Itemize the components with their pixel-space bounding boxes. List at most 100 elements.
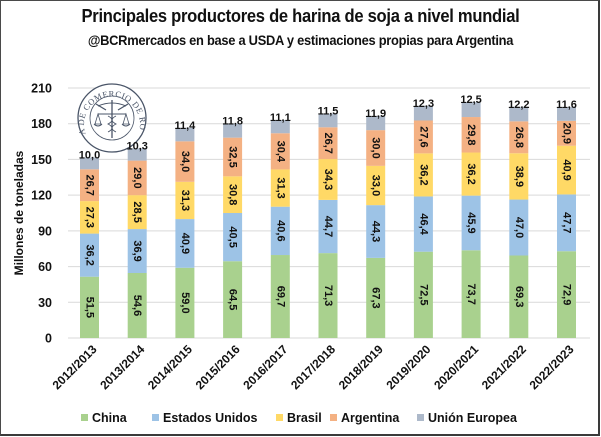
- bar-stack: 69,3 47,0 38,9 26,8 12,2: [508, 99, 530, 338]
- data-label: 26,8: [513, 127, 525, 148]
- data-label: 11,4: [174, 120, 196, 132]
- legend-item: Argentina: [330, 411, 400, 425]
- data-label: 12,2: [508, 99, 529, 111]
- data-label: 11,6: [556, 99, 577, 111]
- legend-item: Estados Unidos: [152, 411, 258, 425]
- data-label: 72,5: [417, 284, 429, 305]
- y-tick-label: 60: [38, 260, 52, 274]
- bar-segment-china: [175, 267, 195, 338]
- bar-segment-brasil: [80, 201, 99, 234]
- data-label: 30,8: [227, 184, 239, 205]
- legend-swatch: [417, 414, 424, 421]
- bar-segment-unión-europea: [461, 102, 481, 118]
- bar-segment-argentina: [223, 137, 243, 177]
- data-label: 34,0: [179, 151, 191, 172]
- bar-segment-unión-europea: [80, 157, 99, 170]
- legend-label: Brasil: [287, 411, 322, 425]
- bar-segment-china: [270, 255, 290, 338]
- data-label: 40,9: [179, 233, 191, 254]
- bar-segment-estados-unidos: [461, 195, 481, 251]
- bar-segment-unión-europea: [223, 123, 243, 138]
- data-label: 32,5: [227, 146, 239, 167]
- bar-segment-brasil: [223, 176, 243, 213]
- bar-segment-argentina: [318, 127, 338, 160]
- bar-segment-unión-europea: [318, 113, 338, 128]
- data-label: 28,5: [131, 201, 143, 222]
- bar-segment-brasil: [461, 152, 481, 196]
- data-label: 72,9: [561, 284, 573, 305]
- legend-swatch: [276, 414, 283, 421]
- bar-segment-brasil: [557, 145, 576, 195]
- y-tick-label: 120: [31, 189, 52, 203]
- data-label: 20,9: [561, 123, 573, 144]
- data-label: 45,9: [465, 212, 477, 233]
- x-tick-label: 2014/2015: [145, 342, 195, 392]
- data-label: 30,4: [274, 141, 286, 163]
- data-label: 10,0: [79, 149, 100, 161]
- bar-segment-argentina: [127, 160, 147, 196]
- data-label: 59,0: [179, 292, 191, 313]
- legend-item: Unión Europea: [417, 411, 518, 425]
- y-axis-ticks: 0 30 60 90 120 150 180 210: [31, 82, 52, 346]
- bar-segment-brasil: [270, 169, 290, 207]
- data-label: 69,3: [513, 286, 525, 307]
- x-axis-labels: 2012/20132013/20142014/20152015/20162016…: [50, 342, 577, 392]
- data-label: 34,3: [322, 169, 334, 190]
- bar-segment-estados-unidos: [509, 199, 529, 256]
- bar-segment-estados-unidos: [223, 213, 243, 262]
- bar-segment-china: [366, 257, 386, 338]
- x-tick-label: 2019/2020: [384, 342, 434, 392]
- bar-stack: 51,5 36,2 27,3 26,7 10,0: [79, 149, 100, 338]
- x-tick-label: 2015/2016: [193, 342, 243, 392]
- data-label: 38,9: [513, 166, 525, 187]
- data-label: 40,9: [561, 159, 573, 180]
- legend-label: Estados Unidos: [163, 411, 258, 425]
- bar-segment-china: [557, 251, 576, 338]
- data-label: 36,2: [84, 244, 96, 265]
- bar-segment-unión-europea: [413, 105, 433, 121]
- bar-segment-argentina: [80, 169, 99, 202]
- bar-segment-china: [80, 276, 99, 338]
- legend-label: Argentina: [341, 411, 400, 425]
- y-tick-label: 150: [31, 153, 52, 167]
- legend-swatch: [330, 414, 337, 421]
- bar-stack: 72,9 47,7 40,9 20,9 11,6: [556, 99, 577, 338]
- data-label: 10,3: [126, 140, 147, 152]
- x-tick-label: 2017/2018: [288, 342, 338, 392]
- data-label: 11,5: [318, 106, 339, 118]
- bar-segment-unión-europea: [366, 115, 386, 131]
- bar-segment-brasil: [413, 153, 433, 197]
- data-label: 27,6: [417, 126, 429, 147]
- x-tick-label: 2022/2023: [527, 342, 577, 392]
- bar-stack: 54,6 36,9 28,5 29,0 10,3: [126, 140, 148, 338]
- bar-segment-argentina: [366, 130, 386, 166]
- bar-stack: 69,7 40,6 31,3 30,4 11,1: [270, 112, 291, 338]
- bar-segment-china: [318, 253, 338, 338]
- legend-item: China: [81, 411, 128, 425]
- bar-segment-brasil: [127, 195, 147, 230]
- bar-segment-unión-europea: [270, 120, 290, 134]
- data-label: 69,7: [274, 286, 286, 307]
- data-label: 44,3: [370, 221, 382, 242]
- bar-segment-estados-unidos: [127, 229, 147, 273]
- legend-label: Unión Europea: [428, 411, 518, 425]
- bar-segment-unión-europea: [175, 127, 195, 142]
- x-tick-label: 2012/2013: [50, 342, 100, 392]
- bar-segment-brasil: [175, 181, 195, 220]
- data-label: 27,3: [84, 207, 96, 228]
- bar-segment-estados-unidos: [413, 196, 433, 252]
- y-tick-label: 90: [38, 224, 52, 238]
- x-tick-label: 2021/2022: [479, 342, 529, 392]
- bar-segment-brasil: [509, 153, 529, 200]
- chart-subtitle: @BCRmercados en base a USDA y estimacion…: [87, 32, 514, 48]
- bars: 51,5 36,2 27,3 26,7 10,0 54,6 36,9 28,5 29,0 10,3…: [79, 94, 577, 338]
- bar-stack: 59,0 40,9 31,3 34,0 11,4: [174, 120, 196, 338]
- x-tick-label: 2013/2014: [97, 342, 147, 392]
- bar-segment-argentina: [175, 141, 195, 182]
- x-tick-label: 2020/2021: [431, 342, 481, 392]
- bar-segment-argentina: [509, 121, 529, 154]
- bar-stack: 71,3 44,7 34,3 26,7 11,5: [318, 106, 339, 338]
- bar-segment-estados-unidos: [318, 199, 338, 254]
